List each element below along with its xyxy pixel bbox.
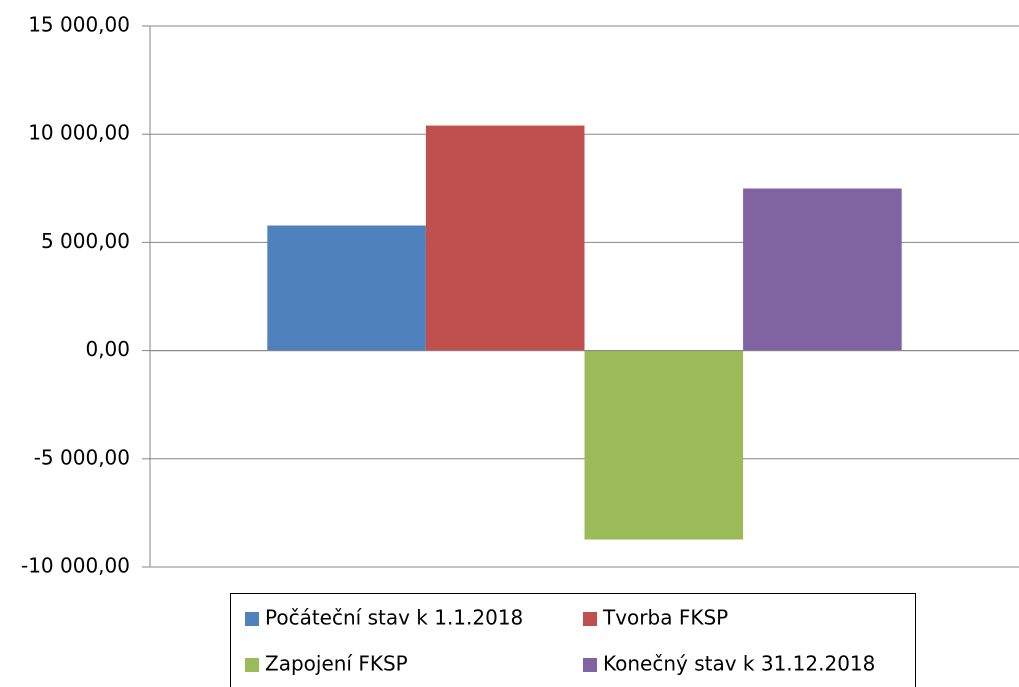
y-tick-label: -5 000,00 — [34, 445, 130, 469]
y-tick-label: 0,00 — [85, 337, 130, 361]
legend-label: Konečný stav k 31.12.2018 — [603, 652, 875, 676]
y-tick-label: -10 000,00 — [21, 554, 130, 578]
legend-label: Počáteční stav k 1.1.2018 — [265, 606, 523, 630]
y-tick-label: 5 000,00 — [41, 229, 130, 253]
bar — [743, 188, 902, 351]
legend-label: Tvorba FKSP — [602, 606, 728, 630]
y-tick-label: 10 000,00 — [28, 121, 130, 145]
legend-swatch — [245, 658, 259, 672]
bar — [267, 225, 426, 351]
bar — [425, 125, 585, 351]
legend-label: Zapojení FKSP — [265, 652, 408, 676]
legend-swatch — [583, 658, 597, 672]
legend-box — [230, 593, 916, 687]
legend-swatch — [583, 612, 597, 626]
legend-swatch — [245, 612, 259, 626]
bar — [584, 350, 744, 540]
y-tick-label: 15 000,00 — [28, 13, 130, 37]
